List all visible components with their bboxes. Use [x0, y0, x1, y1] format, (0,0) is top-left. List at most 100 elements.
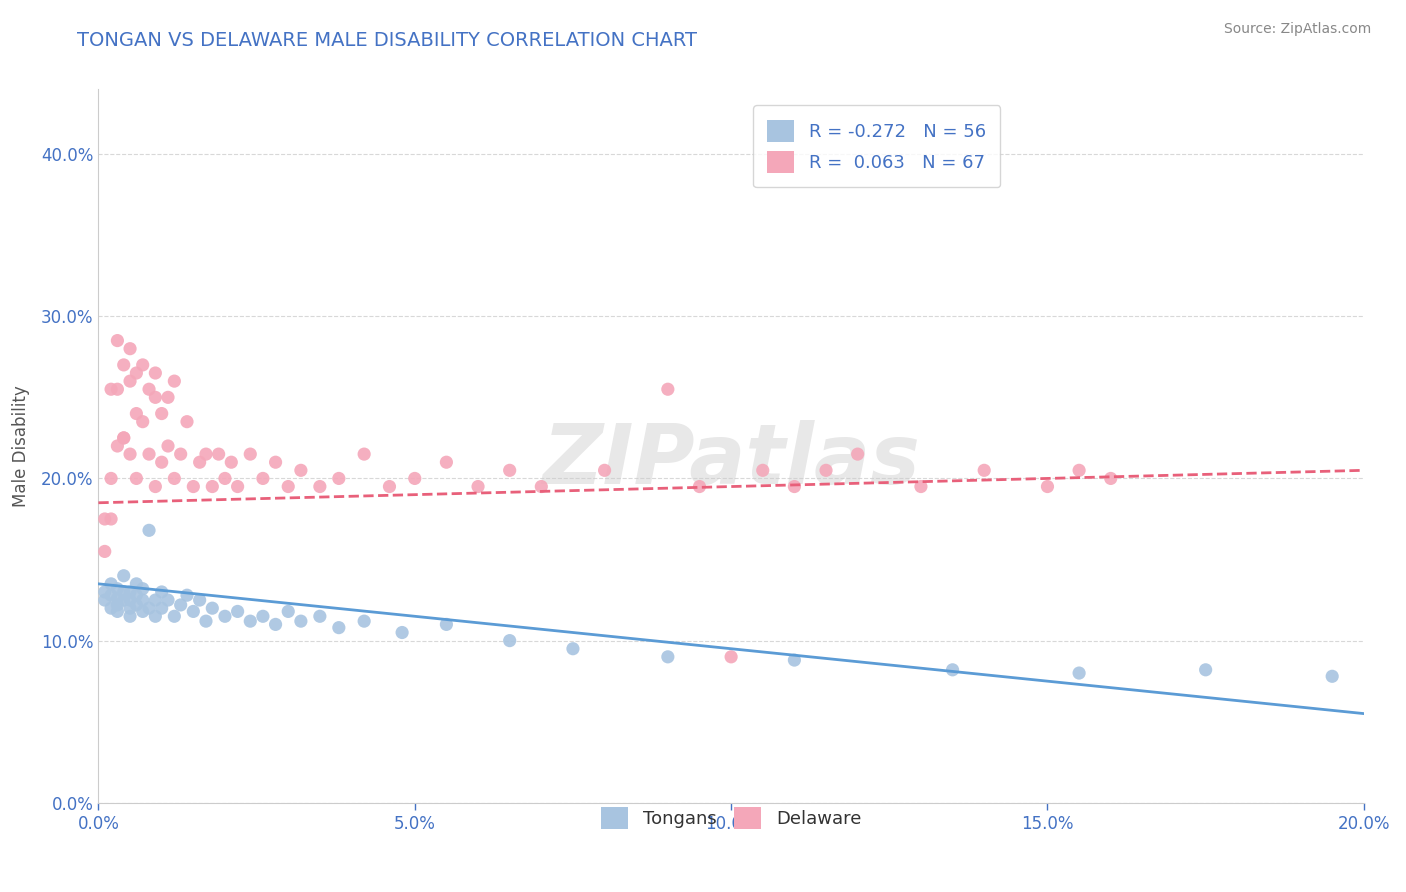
Point — [150, 455, 173, 469]
Point — [657, 382, 679, 396]
Point — [100, 577, 122, 591]
Point — [132, 415, 155, 429]
Point — [163, 609, 186, 624]
Point — [125, 577, 148, 591]
Point — [183, 604, 205, 618]
Point — [264, 455, 287, 469]
Point — [783, 479, 806, 493]
Point — [226, 479, 249, 493]
Point — [107, 591, 129, 606]
Point — [188, 455, 211, 469]
Point — [239, 447, 262, 461]
Point — [1067, 666, 1090, 681]
Point — [277, 479, 299, 493]
Point — [910, 479, 932, 493]
Text: ZIPatlas: ZIPatlas — [543, 420, 920, 500]
Point — [138, 601, 160, 615]
Point — [436, 455, 458, 469]
Point — [112, 431, 135, 445]
Point — [201, 479, 224, 493]
Point — [436, 617, 458, 632]
Point — [688, 479, 710, 493]
Point — [112, 431, 135, 445]
Point — [498, 633, 520, 648]
Point — [214, 609, 236, 624]
Point — [252, 609, 274, 624]
Point — [498, 463, 520, 477]
Point — [100, 471, 122, 485]
Point — [214, 471, 236, 485]
Point — [107, 439, 129, 453]
Point — [188, 593, 211, 607]
Point — [132, 593, 155, 607]
Point — [100, 601, 122, 615]
Point — [150, 601, 173, 615]
Point — [112, 568, 135, 582]
Point — [125, 588, 148, 602]
Point — [145, 390, 166, 404]
Point — [100, 588, 122, 602]
Point — [846, 447, 869, 461]
Point — [138, 524, 160, 538]
Point — [309, 479, 332, 493]
Point — [132, 604, 155, 618]
Point — [208, 447, 231, 461]
Point — [163, 374, 186, 388]
Point — [264, 617, 287, 632]
Point — [93, 512, 117, 526]
Y-axis label: Male Disability: Male Disability — [11, 385, 30, 507]
Point — [120, 374, 141, 388]
Point — [391, 625, 413, 640]
Point — [157, 593, 180, 607]
Point — [120, 609, 141, 624]
Point — [561, 641, 585, 656]
Point — [530, 479, 553, 493]
Point — [112, 585, 135, 599]
Point — [138, 447, 160, 461]
Point — [353, 447, 375, 461]
Point — [252, 471, 274, 485]
Point — [1067, 463, 1090, 477]
Point — [107, 604, 129, 618]
Point — [145, 609, 166, 624]
Point — [176, 588, 198, 602]
Point — [657, 649, 679, 664]
Point — [353, 614, 375, 628]
Point — [107, 582, 129, 596]
Point — [169, 447, 191, 461]
Point — [328, 621, 350, 635]
Point — [720, 649, 742, 664]
Point — [132, 582, 155, 596]
Point — [290, 463, 312, 477]
Point — [107, 598, 129, 612]
Point — [120, 585, 141, 599]
Point — [1099, 471, 1122, 485]
Point — [120, 342, 141, 356]
Point — [183, 479, 205, 493]
Point — [107, 334, 129, 348]
Point — [150, 585, 173, 599]
Point — [219, 455, 243, 469]
Point — [150, 407, 173, 421]
Point — [145, 366, 166, 380]
Point — [100, 512, 122, 526]
Point — [112, 358, 135, 372]
Point — [120, 601, 141, 615]
Point — [169, 598, 191, 612]
Point — [107, 382, 129, 396]
Point — [163, 471, 186, 485]
Point — [309, 609, 332, 624]
Point — [125, 407, 148, 421]
Text: TONGAN VS DELAWARE MALE DISABILITY CORRELATION CHART: TONGAN VS DELAWARE MALE DISABILITY CORRE… — [77, 31, 697, 50]
Point — [751, 463, 773, 477]
Point — [125, 598, 148, 612]
Point — [1036, 479, 1059, 493]
Point — [157, 390, 180, 404]
Point — [93, 544, 117, 558]
Point — [138, 382, 160, 396]
Point — [145, 479, 166, 493]
Point — [378, 479, 401, 493]
Point — [93, 585, 117, 599]
Point — [120, 593, 141, 607]
Point — [93, 593, 117, 607]
